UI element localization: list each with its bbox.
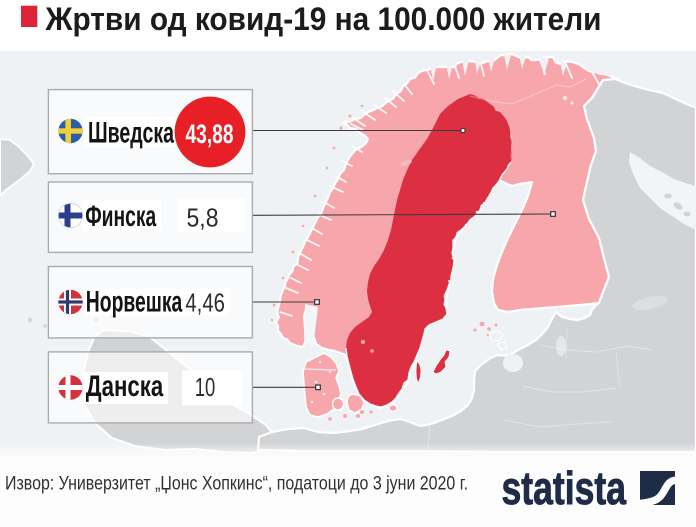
svg-text:Финска: Финска [85,200,156,233]
svg-text:43,88: 43,88 [186,119,234,149]
svg-text:Данска: Данска [86,370,164,403]
svg-text:Шведска: Шведска [88,117,174,150]
svg-text:5,8: 5,8 [187,203,219,233]
svg-text:Извор: Универзитет „Џонс Хопки: Извор: Универзитет „Џонс Хопкинс“, подат… [5,473,468,495]
svg-text:statista: statista [502,462,627,514]
svg-text:Жртви од ковид-19 на 100.000 ж: Жртви од ковид-19 на 100.000 жители [45,1,602,37]
svg-text:Норвешка: Норвешка [86,286,183,319]
svg-text:4,46: 4,46 [185,288,225,318]
svg-text:10: 10 [195,372,216,402]
